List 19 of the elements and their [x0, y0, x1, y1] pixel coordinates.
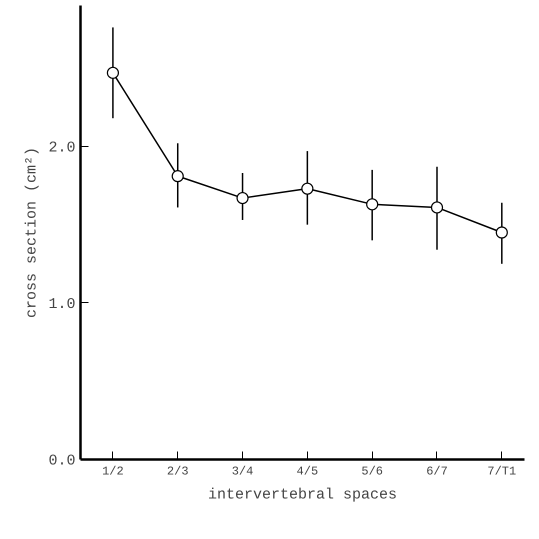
y-tick-label: 1.0 [48, 296, 76, 313]
x-tick-label: 6/7 [426, 464, 448, 478]
x-tick-label: 5/6 [361, 464, 383, 478]
y-axis-title: cross section (cm²) [23, 146, 40, 318]
point [236, 192, 249, 204]
point [106, 66, 120, 79]
x-tick-label: 3/4 [232, 464, 254, 478]
x-axis-title: intervertebral spaces [208, 486, 398, 504]
x-tick-label: 7/T1 [487, 464, 516, 478]
point [366, 198, 378, 210]
point [301, 182, 314, 195]
point [172, 170, 184, 182]
point [430, 201, 444, 214]
x-tick-label: 1/2 [102, 464, 124, 478]
point [496, 226, 508, 239]
y-tick-label: 0.0 [48, 452, 76, 470]
y-tick-label: 2.0 [48, 139, 76, 156]
x-tick-label: 4/5 [296, 464, 318, 478]
x-tick-label: 2/3 [166, 464, 189, 478]
